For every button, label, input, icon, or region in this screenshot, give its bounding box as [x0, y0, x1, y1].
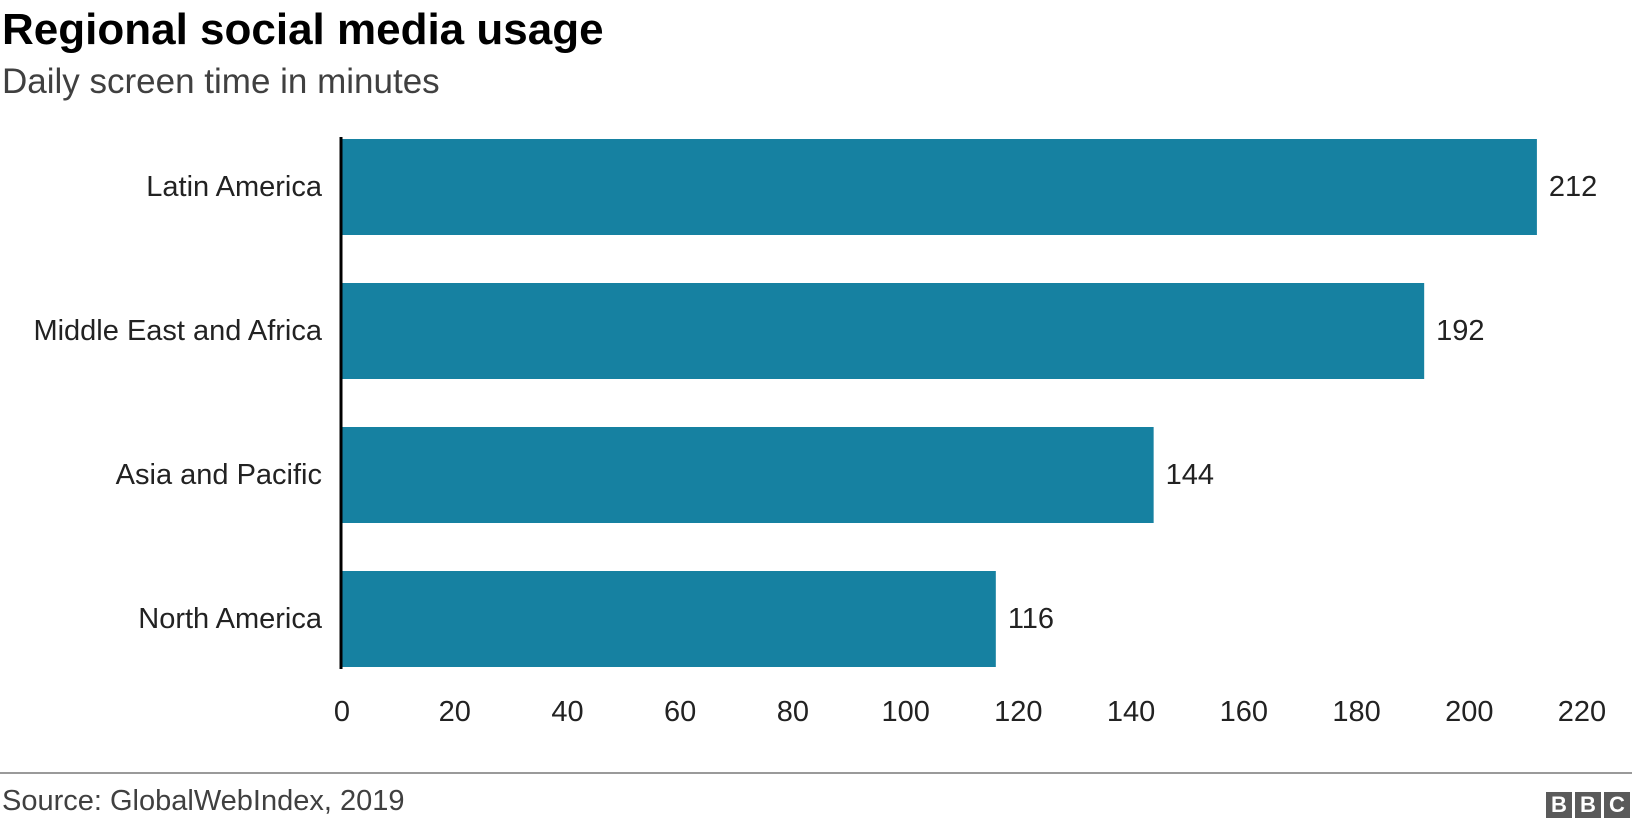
value-label: 212	[1549, 171, 1597, 203]
x-tick-label: 160	[1220, 696, 1268, 728]
x-tick-label: 200	[1445, 696, 1493, 728]
category-label: Middle East and Africa	[33, 315, 322, 347]
bar	[342, 283, 1425, 379]
bar-chart: Latin America Middle East and Africa Asia …	[33, 137, 1606, 728]
x-tick-label: 120	[994, 696, 1042, 728]
x-tick-label: 60	[664, 696, 696, 728]
x-axis-ticks: 0 20 40 60 80 100 120 140 160 180 200 220	[334, 696, 1606, 728]
x-tick-label: 100	[881, 696, 929, 728]
x-tick-label: 220	[1558, 696, 1606, 728]
bbc-logo-letter: B	[1575, 792, 1601, 818]
chart-title: Regional social media usage	[2, 5, 604, 54]
x-tick-label: 80	[777, 696, 809, 728]
value-label: 144	[1166, 459, 1214, 491]
source-note: Source: GlobalWebIndex, 2019	[2, 785, 405, 817]
bbc-logo: B B C	[1546, 792, 1630, 818]
bar	[342, 571, 996, 667]
bbc-logo-letter: C	[1604, 792, 1630, 818]
value-labels: 212 192 144 116	[1008, 171, 1597, 635]
category-label: North America	[138, 603, 323, 635]
value-label: 192	[1436, 315, 1484, 347]
category-label: Asia and Pacific	[116, 459, 322, 491]
chart-subtitle: Daily screen time in minutes	[2, 62, 440, 101]
x-tick-label: 180	[1332, 696, 1380, 728]
category-label: Latin America	[146, 171, 323, 203]
x-tick-label: 0	[334, 696, 350, 728]
category-labels: Latin America Middle East and Africa Asia …	[33, 171, 322, 635]
bar	[342, 427, 1154, 523]
x-tick-label: 20	[439, 696, 471, 728]
footer-divider	[0, 772, 1632, 774]
x-tick-label: 140	[1107, 696, 1155, 728]
x-tick-label: 40	[551, 696, 583, 728]
bar	[342, 139, 1537, 235]
bbc-logo-letter: B	[1546, 792, 1572, 818]
value-label: 116	[1008, 603, 1054, 635]
bars-layer	[342, 139, 1537, 667]
